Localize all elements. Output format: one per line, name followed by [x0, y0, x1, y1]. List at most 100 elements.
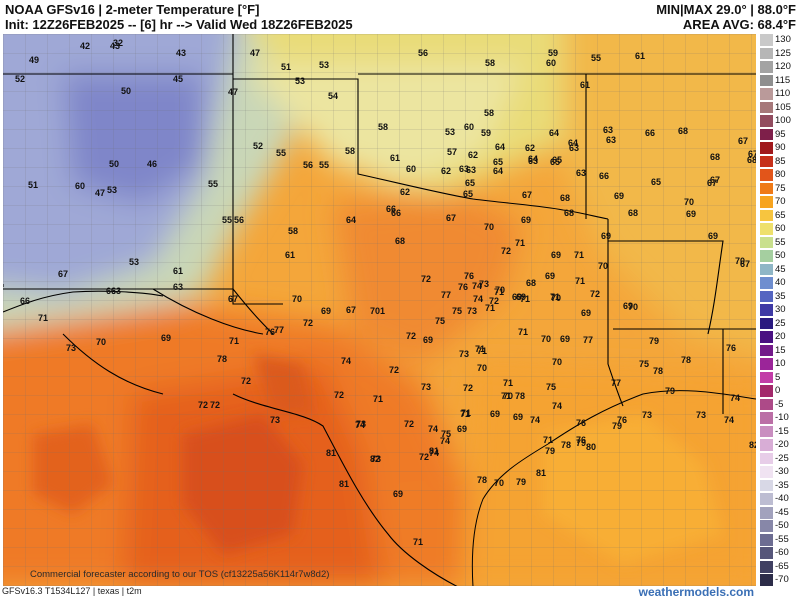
legend-label: -45: [775, 506, 789, 518]
station-temperature: 701: [370, 306, 385, 316]
legend-swatch: [760, 88, 773, 100]
station-temperature: 71: [515, 238, 525, 248]
station-temperature: 74: [473, 294, 483, 304]
station-temperature: 69: [708, 231, 718, 241]
legend-row: -70: [760, 574, 800, 587]
legend-row: 125: [760, 47, 800, 60]
station-temperature: 74: [552, 401, 562, 411]
station-temperature: 56: [234, 215, 244, 225]
station-temperature: 73: [696, 410, 706, 420]
station-temperature: 71: [494, 287, 504, 297]
legend-row: 85: [760, 155, 800, 168]
station-temperature: 73: [467, 306, 477, 316]
legend-swatch: [760, 560, 773, 573]
legend-row: 45: [760, 263, 800, 276]
station-temperature: 75: [452, 306, 462, 316]
legend-swatch: [760, 223, 773, 235]
station-temperature: 67: [346, 305, 356, 315]
legend-label: -10: [775, 412, 789, 424]
legend-swatch: [760, 290, 773, 303]
station-temperature: 70: [735, 256, 745, 266]
station-temperature: 71: [38, 313, 48, 323]
legend-row: 0: [760, 385, 800, 397]
station-temperature: 78: [515, 391, 525, 401]
station-temperature: 69: [512, 292, 522, 302]
station-temperature: 57: [447, 147, 457, 157]
legend-swatch: [760, 358, 773, 370]
station-temperature: 81: [339, 479, 349, 489]
station-temperature: 64: [549, 128, 559, 138]
station-temperature: 74: [730, 393, 740, 403]
legend-row: 90: [760, 142, 800, 154]
station-temperature: 72: [241, 376, 251, 386]
station-temperature: 61: [390, 153, 400, 163]
station-temperature: 68: [526, 278, 536, 288]
legend-label: 45: [775, 263, 786, 275]
legend-swatch: [760, 466, 773, 478]
station-temperature: 77: [274, 325, 284, 335]
station-temperature: 58: [485, 58, 495, 68]
station-temperature: 61: [285, 250, 295, 260]
station-temperature: 63: [576, 168, 586, 178]
station-temperature: 55: [276, 148, 286, 158]
legend-row: -65: [760, 560, 800, 573]
station-temperature: 72: [501, 246, 511, 256]
station-temperature: 63: [606, 135, 616, 145]
station-temperature: 68: [395, 236, 405, 246]
station-temperature: 45: [173, 74, 183, 84]
station-temperature: 66: [386, 204, 396, 214]
legend-swatch: [760, 209, 773, 222]
legend-swatch: [760, 371, 773, 384]
station-temperature: 67: [707, 178, 717, 188]
station-temperature: 76: [464, 271, 474, 281]
station-temperature: 63: [569, 143, 579, 153]
station-temperature: 67: [522, 190, 532, 200]
station-temperature: 65: [552, 155, 562, 165]
station-temperature: 67: [228, 294, 238, 304]
legend-label: -25: [775, 452, 789, 464]
legend-row: 100: [760, 115, 800, 127]
station-temperature: 68: [560, 193, 570, 203]
legend-label: 65: [775, 209, 786, 221]
station-temperature: 42: [80, 41, 90, 51]
station-temperature: 70: [503, 391, 513, 401]
station-temperature: 71: [550, 292, 560, 302]
legend-swatch: [760, 317, 773, 330]
station-temperature: 78: [477, 475, 487, 485]
station-temperature: 74: [724, 415, 734, 425]
station-temperature: 69: [516, 292, 526, 302]
legend-swatch: [760, 277, 773, 289]
station-temperature: 79: [649, 336, 659, 346]
station-temperature: 63: [466, 165, 476, 175]
station-temperature: 76: [265, 327, 275, 337]
station-temperature: 69: [393, 489, 403, 499]
station-temperature: 73: [642, 410, 652, 420]
station-temperature: 70: [541, 334, 551, 344]
station-temperature: 60: [406, 164, 416, 174]
station-temperature: 79: [665, 386, 675, 396]
station-temperature: 74: [530, 415, 540, 425]
station-temperature: 71: [503, 378, 513, 388]
legend-row: 10: [760, 358, 800, 370]
legend-swatch: [760, 425, 773, 438]
station-temperature: 66: [391, 208, 401, 218]
station-temperature: 74: [472, 281, 482, 291]
station-temperature: 69: [551, 250, 561, 260]
legend-swatch: [760, 263, 773, 276]
station-temperature: 32: [113, 38, 123, 48]
legend-label: 130: [775, 34, 791, 45]
station-temperature: 65: [463, 189, 473, 199]
station-temperature: 62: [468, 150, 478, 160]
station-temperature: 81: [429, 446, 439, 456]
station-temperature: 68: [564, 208, 574, 218]
station-temperature: 47: [250, 48, 260, 58]
station-temperature: 73: [421, 382, 431, 392]
legend-swatch: [760, 250, 773, 262]
station-temperature: 73: [270, 415, 280, 425]
commercial-license-notice: Commercial forecaster according to our T…: [30, 569, 330, 580]
station-temperature: 61: [635, 51, 645, 61]
legend-row: -60: [760, 547, 800, 560]
legend-swatch: [760, 142, 773, 154]
legend-swatch: [760, 412, 773, 424]
station-temperature: 63: [111, 286, 121, 296]
